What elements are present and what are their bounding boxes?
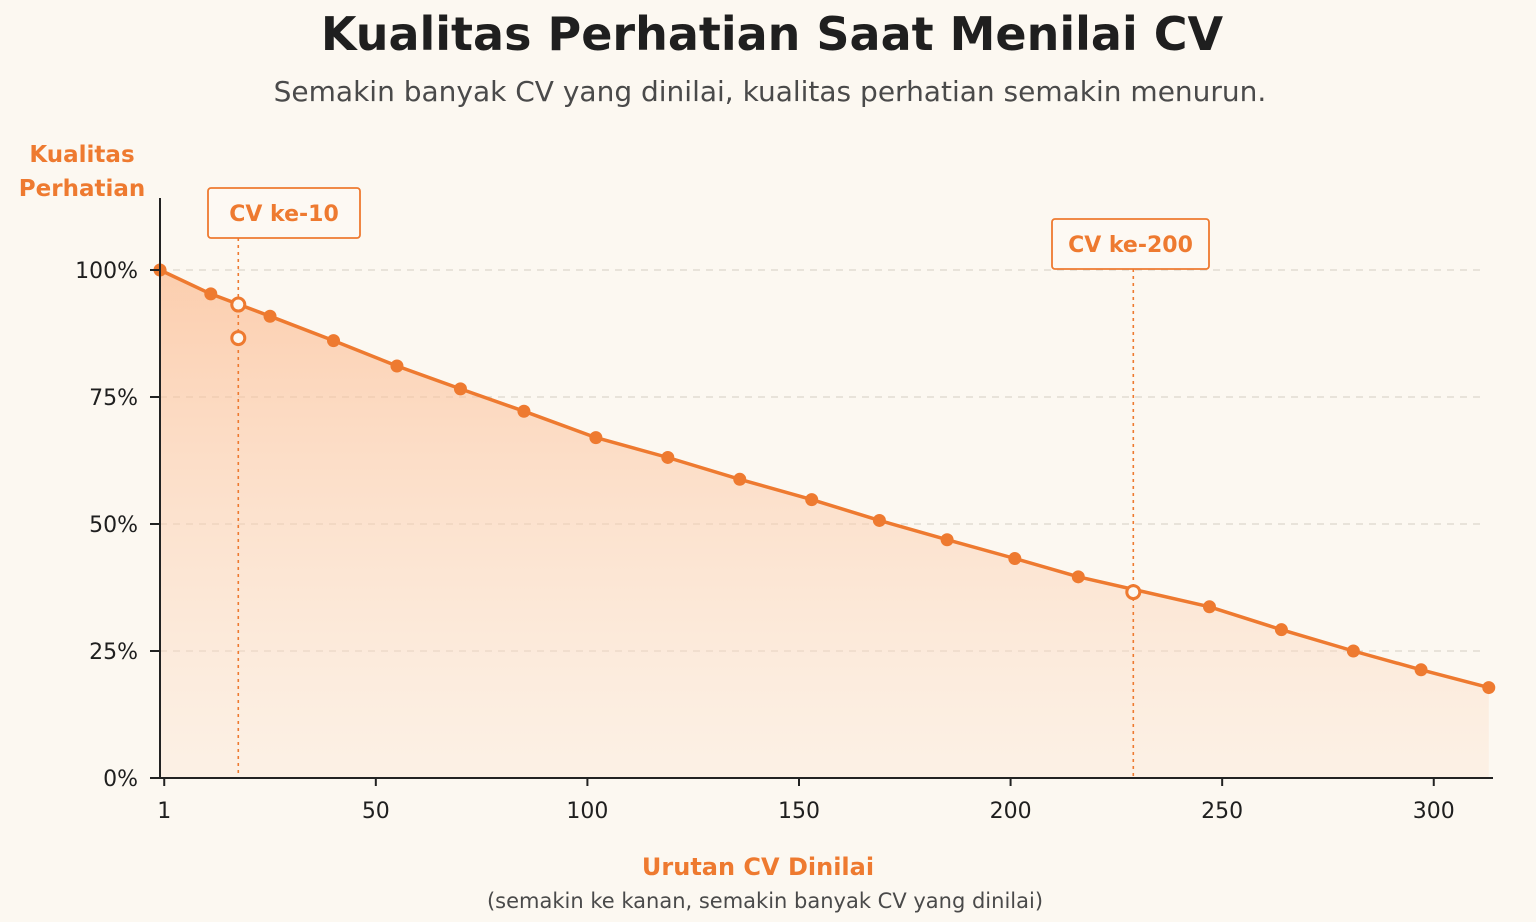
y-axis-label-line1: Kualitas bbox=[29, 142, 134, 168]
data-point bbox=[390, 359, 404, 373]
y-tick-label: 25% bbox=[89, 640, 138, 665]
annotation-label: CV ke-200 bbox=[1068, 233, 1193, 258]
annotation-label: CV ke-10 bbox=[229, 202, 339, 227]
x-tick-label: 200 bbox=[990, 799, 1032, 824]
y-tick-label: 50% bbox=[89, 513, 138, 538]
x-tick-label: 300 bbox=[1413, 799, 1455, 824]
annotation-markers bbox=[230, 296, 1142, 601]
data-point bbox=[805, 493, 819, 507]
x-tick-label: 150 bbox=[778, 799, 820, 824]
series-line bbox=[159, 268, 1490, 690]
data-points bbox=[153, 263, 1496, 695]
y-ticks: 0% 25% 50% 75% 100% bbox=[75, 259, 160, 792]
x-tick-label: 50 bbox=[362, 799, 390, 824]
data-point bbox=[1346, 644, 1360, 658]
data-point bbox=[1482, 681, 1496, 695]
chart-subtitle: Semakin banyak CV yang dinilai, kualitas… bbox=[274, 75, 1267, 108]
x-ticks: 1 50 100 150 200 250 300 bbox=[157, 778, 1455, 824]
x-axis-label: Urutan CV Dinilai bbox=[642, 853, 874, 881]
x-tick-label: 100 bbox=[566, 799, 608, 824]
data-point bbox=[1202, 600, 1216, 614]
data-point bbox=[204, 287, 218, 301]
y-tick-label: 75% bbox=[89, 386, 138, 411]
annotation-marker bbox=[230, 330, 247, 347]
area-fill bbox=[160, 270, 1489, 778]
annotation-box bbox=[1051, 218, 1210, 270]
chart-title: Kualitas Perhatian Saat Menilai CV bbox=[321, 7, 1224, 61]
annotation-boxes: CV ke-10 CV ke-200 bbox=[207, 187, 1210, 270]
y-tick-label: 100% bbox=[75, 259, 138, 284]
annotation-lines bbox=[237, 238, 1135, 778]
annotation-marker bbox=[230, 296, 247, 313]
data-point bbox=[263, 309, 277, 323]
data-point bbox=[589, 431, 603, 445]
y-tick-label: 0% bbox=[103, 767, 138, 792]
data-point bbox=[661, 450, 675, 464]
data-point bbox=[1274, 623, 1288, 637]
data-point bbox=[327, 334, 341, 348]
data-point bbox=[517, 404, 531, 418]
data-point bbox=[733, 472, 747, 486]
annotation-box bbox=[207, 187, 361, 239]
data-point bbox=[872, 513, 886, 527]
y-axis-label-line2: Perhatian bbox=[19, 176, 145, 202]
x-tick-label: 1 bbox=[157, 799, 171, 824]
data-point bbox=[1414, 663, 1428, 677]
annotation-marker bbox=[1125, 584, 1142, 601]
data-point bbox=[1008, 552, 1022, 566]
data-point bbox=[1071, 570, 1085, 584]
data-point bbox=[940, 533, 954, 547]
x-axis-note: (semakin ke kanan, semakin banyak CV yan… bbox=[487, 889, 1043, 913]
data-point bbox=[453, 382, 467, 396]
x-tick-label: 250 bbox=[1201, 799, 1243, 824]
